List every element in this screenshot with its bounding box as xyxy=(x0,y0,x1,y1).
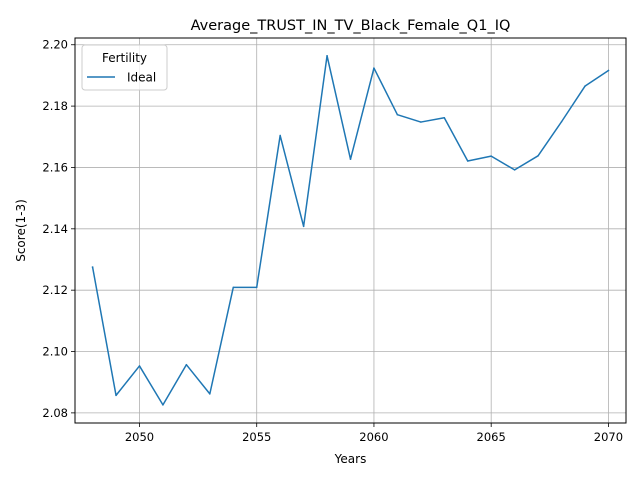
data-point xyxy=(560,120,563,123)
series-layer xyxy=(91,55,610,406)
legend-label: Ideal xyxy=(127,71,156,85)
y-tick-label: 2.16 xyxy=(42,160,68,174)
data-point xyxy=(326,55,328,57)
plot-frame xyxy=(74,37,627,424)
data-point xyxy=(209,393,211,395)
y-ticks: 2.08 2.10 2.12 2.14 2.16 2.18 2.20 xyxy=(42,38,75,420)
legend: Fertility Ideal xyxy=(81,44,168,91)
data-point xyxy=(91,266,94,268)
y-axis-label: Score(1-3) xyxy=(14,199,28,262)
x-tick-label: 2065 xyxy=(477,430,506,444)
data-point xyxy=(349,158,352,160)
data-point xyxy=(396,113,399,116)
data-point xyxy=(373,67,375,69)
data-point xyxy=(138,365,141,367)
x-tick-label: 2055 xyxy=(242,430,271,444)
legend-box xyxy=(81,44,168,91)
chart-title: Average_TRUST_IN_TV_Black_Female_Q1_IQ xyxy=(191,18,511,34)
data-point xyxy=(162,404,164,406)
data-point xyxy=(584,85,586,87)
x-tick-label: 2060 xyxy=(359,430,388,444)
data-point xyxy=(255,286,258,289)
x-ticks: 2050 2055 2060 2065 2070 xyxy=(125,423,623,444)
data-point xyxy=(537,155,539,157)
y-tick-label: 2.20 xyxy=(42,38,68,52)
data-point xyxy=(443,117,446,119)
x-tick-label: 2070 xyxy=(594,430,623,444)
data-point xyxy=(420,121,422,123)
data-point xyxy=(279,134,281,137)
x-axis-label: Years xyxy=(334,452,367,466)
data-point xyxy=(513,169,516,171)
legend-title: Fertility xyxy=(102,51,147,65)
y-tick-label: 2.08 xyxy=(42,406,68,420)
y-tick-label: 2.10 xyxy=(42,345,68,359)
grid xyxy=(75,38,626,423)
y-tick-label: 2.18 xyxy=(42,99,68,113)
data-point xyxy=(490,155,492,157)
y-tick-label: 2.12 xyxy=(42,283,68,297)
data-point xyxy=(232,286,235,289)
data-point xyxy=(302,225,305,228)
data-point xyxy=(607,69,610,72)
x-tick-label: 2050 xyxy=(125,430,154,444)
data-point xyxy=(466,160,469,162)
data-point xyxy=(185,363,188,366)
data-point xyxy=(115,394,117,397)
y-tick-label: 2.14 xyxy=(42,222,68,236)
